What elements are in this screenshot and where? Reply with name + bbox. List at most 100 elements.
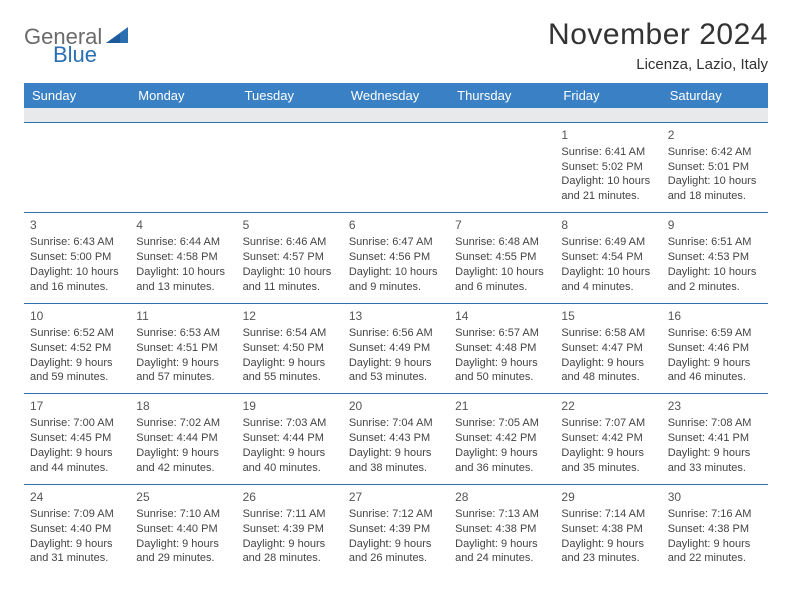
calendar-day-cell: 29Sunrise: 7:14 AMSunset: 4:38 PMDayligh… — [555, 484, 661, 574]
daylight-text: Daylight: 9 hours and 26 minutes. — [349, 537, 443, 567]
spacer-row — [24, 108, 768, 122]
day-number: 30 — [668, 489, 762, 505]
calendar-day-cell: 17Sunrise: 7:00 AMSunset: 4:45 PMDayligh… — [24, 394, 130, 485]
sunset-text: Sunset: 4:52 PM — [30, 341, 124, 356]
sunrise-text: Sunrise: 6:53 AM — [136, 326, 230, 341]
sunset-text: Sunset: 4:38 PM — [455, 522, 549, 537]
daylight-text: Daylight: 9 hours and 46 minutes. — [668, 356, 762, 386]
sunrise-text: Sunrise: 6:44 AM — [136, 235, 230, 250]
calendar-day-cell: 18Sunrise: 7:02 AMSunset: 4:44 PMDayligh… — [130, 394, 236, 485]
daylight-text: Daylight: 9 hours and 24 minutes. — [455, 537, 549, 567]
calendar-day-cell — [24, 122, 130, 213]
sunset-text: Sunset: 4:58 PM — [136, 250, 230, 265]
sunrise-text: Sunrise: 6:47 AM — [349, 235, 443, 250]
calendar-day-cell: 25Sunrise: 7:10 AMSunset: 4:40 PMDayligh… — [130, 484, 236, 574]
weekday-header: Saturday — [662, 83, 768, 108]
day-number: 3 — [30, 217, 124, 233]
day-number: 18 — [136, 398, 230, 414]
daylight-text: Daylight: 9 hours and 44 minutes. — [30, 446, 124, 476]
sunset-text: Sunset: 5:01 PM — [668, 160, 762, 175]
calendar-day-cell — [130, 122, 236, 213]
calendar-day-cell: 15Sunrise: 6:58 AMSunset: 4:47 PMDayligh… — [555, 303, 661, 394]
sunset-text: Sunset: 4:40 PM — [136, 522, 230, 537]
weekday-header: Sunday — [24, 83, 130, 108]
calendar-day-cell: 9Sunrise: 6:51 AMSunset: 4:53 PMDaylight… — [662, 213, 768, 304]
daylight-text: Daylight: 9 hours and 57 minutes. — [136, 356, 230, 386]
calendar-day-cell: 4Sunrise: 6:44 AMSunset: 4:58 PMDaylight… — [130, 213, 236, 304]
sunset-text: Sunset: 4:39 PM — [349, 522, 443, 537]
daylight-text: Daylight: 9 hours and 35 minutes. — [561, 446, 655, 476]
daylight-text: Daylight: 9 hours and 23 minutes. — [561, 537, 655, 567]
sunrise-text: Sunrise: 7:11 AM — [243, 507, 337, 522]
calendar-day-cell: 8Sunrise: 6:49 AMSunset: 4:54 PMDaylight… — [555, 213, 661, 304]
calendar-day-cell: 1Sunrise: 6:41 AMSunset: 5:02 PMDaylight… — [555, 122, 661, 213]
daylight-text: Daylight: 9 hours and 53 minutes. — [349, 356, 443, 386]
daylight-text: Daylight: 9 hours and 33 minutes. — [668, 446, 762, 476]
weekday-header: Friday — [555, 83, 661, 108]
sunrise-text: Sunrise: 6:42 AM — [668, 145, 762, 160]
daylight-text: Daylight: 9 hours and 28 minutes. — [243, 537, 337, 567]
calendar-day-cell: 5Sunrise: 6:46 AMSunset: 4:57 PMDaylight… — [237, 213, 343, 304]
calendar-week-row: 10Sunrise: 6:52 AMSunset: 4:52 PMDayligh… — [24, 303, 768, 394]
calendar-day-cell: 20Sunrise: 7:04 AMSunset: 4:43 PMDayligh… — [343, 394, 449, 485]
calendar-day-cell: 27Sunrise: 7:12 AMSunset: 4:39 PMDayligh… — [343, 484, 449, 574]
sunrise-text: Sunrise: 6:52 AM — [30, 326, 124, 341]
calendar-day-cell: 28Sunrise: 7:13 AMSunset: 4:38 PMDayligh… — [449, 484, 555, 574]
calendar-week-row: 3 Sunrise: 6:43 AMSunset: 5:00 PM Daylight… — [24, 213, 768, 304]
brand-mark-icon — [106, 25, 132, 50]
weekday-header-row: Sunday Monday Tuesday Wednesday Thursday… — [24, 83, 768, 108]
day-number: 29 — [561, 489, 655, 505]
calendar-day-cell: 13Sunrise: 6:56 AMSunset: 4:49 PMDayligh… — [343, 303, 449, 394]
sunrise-text: Sunrise: 7:08 AM — [668, 416, 762, 431]
sunrise-text: Sunrise: 7:02 AM — [136, 416, 230, 431]
calendar-week-row: 24Sunrise: 7:09 AMSunset: 4:40 PMDayligh… — [24, 484, 768, 574]
sunrise-text: Sunrise: 7:09 AM — [30, 507, 124, 522]
sunrise-text: Sunrise: 7:03 AM — [243, 416, 337, 431]
sunset-text: Sunset: 4:44 PM — [243, 431, 337, 446]
sunrise-text: Sunrise: 7:05 AM — [455, 416, 549, 431]
calendar-day-cell: 3Sunrise: 6:43 AMSunset: 5:00 PMDaylight… — [24, 213, 130, 304]
sunset-text: Sunset: 4:45 PM — [30, 431, 124, 446]
sunset-text: Sunset: 5:00 PM — [30, 250, 124, 265]
sunrise-text: Sunrise: 6:48 AM — [455, 235, 549, 250]
daylight-text: Daylight: 9 hours and 22 minutes. — [668, 537, 762, 567]
sunset-text: Sunset: 4:40 PM — [30, 522, 124, 537]
calendar-day-cell — [449, 122, 555, 213]
day-number: 11 — [136, 308, 230, 324]
daylight-text: Daylight: 9 hours and 40 minutes. — [243, 446, 337, 476]
day-number: 6 — [349, 217, 443, 233]
daylight-text: Daylight: 10 hours and 21 minutes. — [561, 174, 655, 204]
calendar-table: Sunday Monday Tuesday Wednesday Thursday… — [24, 83, 768, 574]
sunset-text: Sunset: 5:02 PM — [561, 160, 655, 175]
sunset-text: Sunset: 4:56 PM — [349, 250, 443, 265]
day-number: 8 — [561, 217, 655, 233]
sunrise-text: Sunrise: 6:51 AM — [668, 235, 762, 250]
sunrise-text: Sunrise: 6:58 AM — [561, 326, 655, 341]
daylight-text: Daylight: 9 hours and 31 minutes. — [30, 537, 124, 567]
calendar-day-cell: 19Sunrise: 7:03 AMSunset: 4:44 PMDayligh… — [237, 394, 343, 485]
daylight-text: Daylight: 9 hours and 29 minutes. — [136, 537, 230, 567]
sunset-text: Sunset: 4:50 PM — [243, 341, 337, 356]
calendar-week-row: 1Sunrise: 6:41 AMSunset: 5:02 PMDaylight… — [24, 122, 768, 213]
month-title: November 2024 — [548, 18, 768, 52]
sunrise-text: Sunrise: 7:12 AM — [349, 507, 443, 522]
day-number: 7 — [455, 217, 549, 233]
sunrise-text: Sunrise: 6:43 AM — [30, 235, 124, 250]
sunrise-text: Sunrise: 6:59 AM — [668, 326, 762, 341]
sunrise-text: Sunrise: 7:13 AM — [455, 507, 549, 522]
location-label: Licenza, Lazio, Italy — [548, 56, 768, 73]
sunset-text: Sunset: 4:42 PM — [561, 431, 655, 446]
day-number: 5 — [243, 217, 337, 233]
calendar-day-cell: 16Sunrise: 6:59 AMSunset: 4:46 PMDayligh… — [662, 303, 768, 394]
sunrise-text: Sunrise: 7:14 AM — [561, 507, 655, 522]
sunrise-text: Sunrise: 6:54 AM — [243, 326, 337, 341]
daylight-text: Daylight: 10 hours and 11 minutes. — [243, 265, 337, 295]
sunset-text: Sunset: 4:51 PM — [136, 341, 230, 356]
sunrise-text: Sunrise: 7:04 AM — [349, 416, 443, 431]
sunset-text: Sunset: 4:47 PM — [561, 341, 655, 356]
calendar-day-cell: 30Sunrise: 7:16 AMSunset: 4:38 PMDayligh… — [662, 484, 768, 574]
sunset-text: Sunset: 4:44 PM — [136, 431, 230, 446]
header: General November 2024 Licenza, Lazio, It… — [24, 18, 768, 73]
day-number: 4 — [136, 217, 230, 233]
daylight-text: Daylight: 9 hours and 48 minutes. — [561, 356, 655, 386]
